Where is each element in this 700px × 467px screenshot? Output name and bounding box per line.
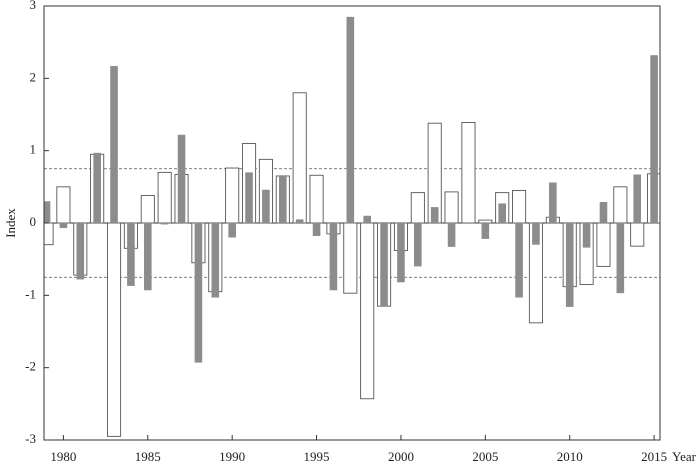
bar [56,186,71,224]
bar [582,223,591,248]
bar [140,195,155,224]
bar [59,223,68,229]
bar [481,223,490,239]
x-tick-label: 1985 [135,449,161,464]
bar [194,223,203,363]
bar [309,174,324,224]
x-tick-label: 1995 [304,449,330,464]
bar [613,186,628,224]
bar [160,223,169,225]
y-tick-label: -1 [25,286,36,301]
bar [143,223,152,291]
bar [515,223,523,298]
bar [295,219,304,223]
bar [630,222,645,247]
bar [380,223,388,307]
bar [127,223,135,286]
bar [444,191,459,224]
y-tick-label: 3 [30,0,37,12]
bar [44,222,54,246]
bar [329,223,338,291]
bar [461,122,476,224]
x-tick-label: 2010 [557,449,583,464]
bar [292,92,307,224]
y-tick-label: 0 [30,214,37,229]
y-axis-label: Index [3,208,18,238]
bar [262,189,270,223]
bar [157,171,172,224]
bar [343,222,358,294]
x-axis-label: Year [672,449,697,464]
y-tick-label: 1 [30,142,37,157]
bar [599,202,608,223]
bar [447,223,456,247]
y-tick-label: -3 [25,431,36,446]
bar [549,182,557,223]
bar [360,222,375,400]
bar [616,223,625,294]
bar [177,134,186,223]
plot-area [44,16,660,437]
x-tick-label: 1990 [219,449,245,464]
bar [430,207,439,223]
bar [498,203,506,223]
x-tick-label: 2000 [388,449,414,464]
x-tick-label: 2005 [472,449,498,464]
bar [565,223,574,307]
bar [245,172,253,223]
bar [363,215,371,223]
bar [414,223,422,267]
bar [346,16,355,223]
bar [107,222,122,437]
bar [225,167,240,224]
bar [76,223,85,280]
x-tick-label: 2015 [641,449,667,464]
bar [110,66,118,223]
bar [532,223,540,245]
bar [478,219,493,224]
y-tick-label: 2 [30,69,37,84]
bar [596,222,611,267]
bar [650,55,658,223]
bar [397,223,405,283]
x-tick-label: 1980 [50,449,76,464]
y-tick-label: -2 [25,359,36,374]
bar [211,223,220,298]
bar [410,192,425,224]
bar [512,189,527,224]
bar [633,174,642,223]
bar [312,223,321,237]
bar [93,152,101,223]
bar [228,223,236,238]
bar [279,175,287,223]
bar [44,201,51,223]
